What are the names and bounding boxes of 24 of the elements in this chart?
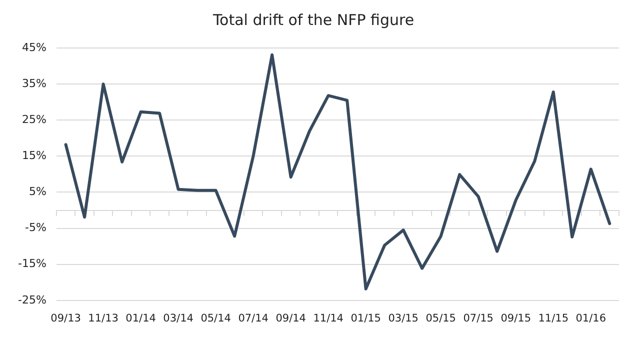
x-tick-label: 03/14 xyxy=(163,312,194,324)
x-tick-label: 11/14 xyxy=(313,312,344,324)
chart-title: Total drift of the NFP figure xyxy=(212,10,414,29)
x-tick-label: 05/14 xyxy=(200,312,232,324)
x-tick-label: 01/14 xyxy=(126,312,156,324)
y-tick-label: 15% xyxy=(22,149,46,162)
x-tick-label: 05/15 xyxy=(426,312,456,324)
y-tick-label: 35% xyxy=(22,76,46,90)
y-tick-label: -15% xyxy=(18,257,46,270)
y-tick-label: 25% xyxy=(22,112,46,126)
y-tick-label: 5% xyxy=(28,185,46,198)
y-tick-label: -5% xyxy=(24,221,46,234)
x-tick-label: 09/15 xyxy=(500,312,531,324)
x-tick-label: 03/15 xyxy=(388,312,418,324)
x-tick-label: 09/13 xyxy=(50,312,81,324)
x-tick-label: 01/16 xyxy=(576,312,606,324)
y-tick-label: 45% xyxy=(22,40,46,54)
y-tick-label: -25% xyxy=(18,293,46,306)
x-tick-label: 09/14 xyxy=(276,312,306,324)
x-tick-label: 11/13 xyxy=(88,312,118,324)
x-tick-label: 07/15 xyxy=(463,312,494,324)
x-tick-label: 07/14 xyxy=(238,312,269,324)
x-tick-label: 01/15 xyxy=(350,312,381,324)
x-tick-label: 11/15 xyxy=(538,312,568,324)
